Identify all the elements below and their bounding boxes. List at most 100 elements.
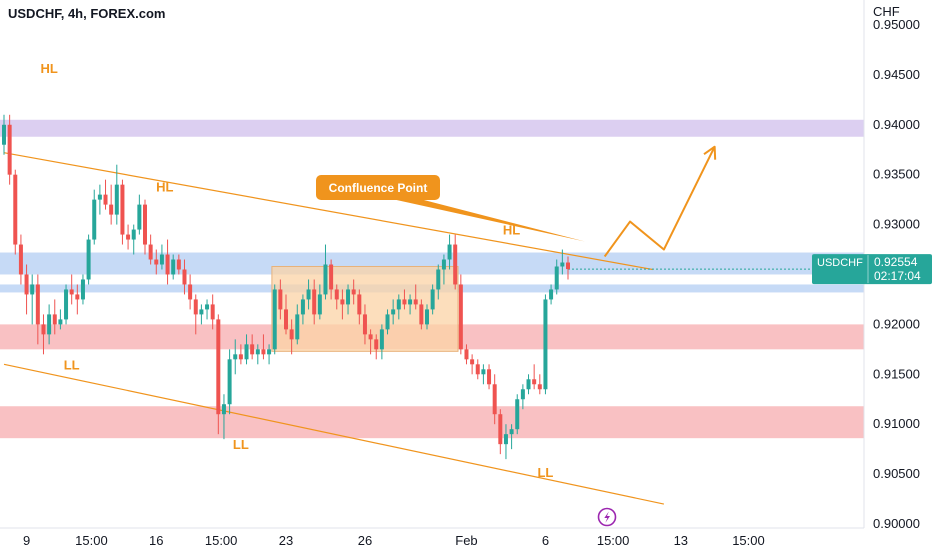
lightning-icon[interactable] xyxy=(604,511,610,523)
candle-body xyxy=(503,434,508,445)
candle-body xyxy=(554,266,559,290)
candle-body xyxy=(18,244,23,275)
candle-body xyxy=(464,349,469,360)
candle-body xyxy=(329,264,334,290)
candle-body xyxy=(492,384,497,415)
candle-body xyxy=(182,269,187,285)
candle-body xyxy=(188,284,193,300)
red-support-zone-lower xyxy=(0,406,864,439)
projection-arrowhead xyxy=(703,145,717,160)
price-tag-symbol: USDCHF xyxy=(817,257,863,269)
symbol-title: USDCHF, 4h, FOREX.com xyxy=(8,6,166,21)
candle-body xyxy=(453,244,458,285)
candle-body xyxy=(509,429,514,435)
candle-body xyxy=(408,299,413,305)
candle-body xyxy=(244,344,249,360)
callout-pointer xyxy=(392,199,585,242)
annotations-layer: Confluence Point HL HL HL LL LL LL xyxy=(40,61,717,480)
price-axis-ticks[interactable]: 0.95000 0.94500 0.94000 0.93500 0.93000 0.920… xyxy=(873,17,920,531)
event-marker[interactable] xyxy=(597,507,617,527)
candle-body xyxy=(210,304,215,320)
candle-body xyxy=(520,389,525,400)
time-tick-label: 13 xyxy=(674,533,688,548)
price-tag-countdown: 02:17:04 xyxy=(874,269,921,283)
candle-body xyxy=(278,289,283,310)
swing-label-ll: LL xyxy=(64,357,80,372)
candle-body xyxy=(24,274,29,295)
price-tick-label: 0.95000 xyxy=(873,17,920,32)
candle-body xyxy=(80,279,85,300)
candle-body xyxy=(126,234,131,240)
candle-body xyxy=(396,299,401,310)
callout-text: Confluence Point xyxy=(329,181,428,195)
candle-body xyxy=(306,289,311,300)
candle-body xyxy=(86,239,91,280)
candle-body xyxy=(120,184,125,235)
swing-label-hl: HL xyxy=(40,61,57,76)
candle-body xyxy=(272,289,277,350)
candle-body xyxy=(379,329,384,350)
candle-body xyxy=(250,344,255,355)
candle-body xyxy=(498,414,503,445)
candle-body xyxy=(267,349,272,355)
candle-body xyxy=(154,259,159,265)
time-tick-label: Feb xyxy=(455,533,477,548)
candle-body xyxy=(458,284,463,350)
candle-body xyxy=(69,289,74,295)
candle-body xyxy=(537,384,542,390)
candle-body xyxy=(199,309,204,315)
candle-body xyxy=(312,289,317,315)
candle-body xyxy=(205,304,210,310)
candle-body xyxy=(58,319,63,325)
candle-body xyxy=(357,294,362,315)
candle-body xyxy=(216,319,221,415)
candle-body xyxy=(165,254,170,275)
candle-body xyxy=(97,194,102,200)
price-tick-label: 0.90500 xyxy=(873,466,920,481)
candle-body xyxy=(114,184,119,215)
price-tag-background xyxy=(812,254,932,285)
candle-body xyxy=(131,229,136,240)
price-tick-label: 0.93000 xyxy=(873,217,920,232)
candle-body xyxy=(447,244,452,260)
candle-body xyxy=(193,299,198,315)
swing-label-hl: HL xyxy=(503,223,520,238)
candle-body xyxy=(425,309,429,325)
time-tick-label: 15:00 xyxy=(205,533,238,548)
candle-body xyxy=(233,354,238,360)
candle-body xyxy=(148,244,153,260)
candle-body xyxy=(284,309,288,330)
projection-path xyxy=(603,146,716,258)
candle-body xyxy=(413,299,418,305)
candle-body xyxy=(470,359,475,365)
candle-body xyxy=(402,299,407,305)
swing-label-ll: LL xyxy=(233,437,249,452)
candle-body xyxy=(171,259,176,275)
candle-body xyxy=(351,289,356,295)
candle-body xyxy=(176,259,181,270)
price-tick-label: 0.93500 xyxy=(873,167,920,182)
callout-bubble xyxy=(316,175,440,200)
candle-body xyxy=(368,334,373,340)
candle-body xyxy=(92,199,97,240)
price-tick-label: 0.90000 xyxy=(873,516,920,531)
candle-body xyxy=(374,339,379,350)
candle-body xyxy=(143,204,147,245)
price-tag-value: 0.92554 xyxy=(874,255,918,269)
candle-body xyxy=(560,262,565,267)
price-tick-label: 0.92000 xyxy=(873,316,920,331)
candle-body xyxy=(475,364,480,375)
time-tick-label: 16 xyxy=(149,533,163,548)
time-tick-label: 9 xyxy=(23,533,30,548)
swing-label-ll: LL xyxy=(537,465,553,480)
price-tick-label: 0.94500 xyxy=(873,67,920,82)
candle-body xyxy=(52,314,57,325)
upper-trendline xyxy=(3,152,653,271)
time-tick-label: 26 xyxy=(358,533,372,548)
candle-body xyxy=(566,262,570,270)
price-tick-label: 0.91000 xyxy=(873,416,920,431)
candle-body xyxy=(340,299,345,305)
time-axis-ticks[interactable]: 9 15:00 16 15:00 23 26 Feb 6 15:00 13 15:00 xyxy=(23,533,765,548)
candle-body xyxy=(441,259,446,270)
